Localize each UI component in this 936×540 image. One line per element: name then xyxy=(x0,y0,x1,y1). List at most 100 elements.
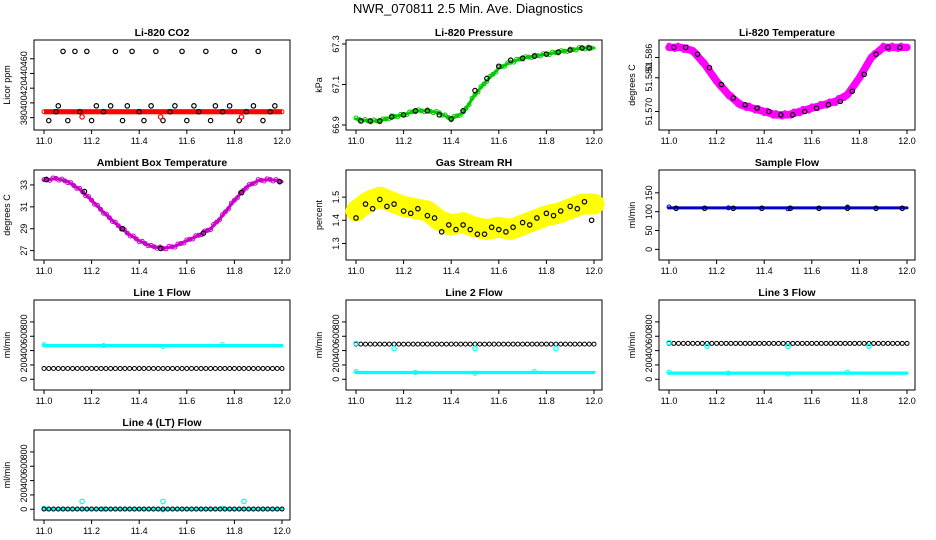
chart-line4-point-black xyxy=(98,506,104,512)
chart-line2-point-black xyxy=(558,341,564,347)
chart-line1-ytick-label: 800 xyxy=(19,314,29,329)
chart-line2-frame xyxy=(345,299,603,391)
chart-line2-point-black xyxy=(477,341,483,347)
chart-co2-point-black xyxy=(167,108,173,115)
chart-line1-point-black xyxy=(103,366,109,372)
chart-line4-point-black xyxy=(189,506,195,512)
chart-li-temp-ytick-label: 51.570 xyxy=(644,98,654,126)
chart-co2-point-red xyxy=(98,109,104,115)
chart-rh-point-yellow xyxy=(585,195,591,201)
chart-box-temp-point-magenta xyxy=(130,233,136,239)
chart-line2-point-black xyxy=(405,341,411,347)
chart-line1-point-black xyxy=(246,366,252,372)
chart-pressure-point-green xyxy=(585,44,591,50)
chart-li-temp-ylabel: degrees C xyxy=(627,64,637,106)
chart-co2-point-red xyxy=(255,109,261,115)
chart-rh-point-yellow xyxy=(413,212,418,218)
chart-pressure-point-black xyxy=(567,47,574,53)
chart-sample-flow-point-black xyxy=(759,205,765,212)
chart-rh-point-yellow xyxy=(537,221,543,227)
chart-line3-point-black xyxy=(737,340,743,346)
chart-pressure-point-green xyxy=(573,47,579,53)
chart-co2-point-red xyxy=(110,109,116,115)
chart-line4-point-black xyxy=(117,506,123,512)
chart-li-temp-point-black xyxy=(825,101,832,108)
chart-line2-point-black xyxy=(462,341,468,347)
chart-co2-point-black xyxy=(129,48,135,55)
chart-line2-point-black xyxy=(401,341,407,347)
chart-rh-point-black xyxy=(415,205,421,212)
chart-rh-point-yellow xyxy=(549,205,555,211)
chart-li-temp-xtick-label: 11.4 xyxy=(756,136,773,146)
chart-line2-point-black xyxy=(553,341,559,347)
chart-line3-point-black xyxy=(671,340,677,346)
chart-box-temp-point-magenta xyxy=(175,241,181,247)
chart-box-temp-point-magenta xyxy=(86,194,92,200)
chart-co2-point-red xyxy=(70,109,76,115)
chart-line4-point-black xyxy=(46,506,52,512)
chart-line4-ytick-label: 600 xyxy=(19,459,29,474)
chart-box-temp-point-magenta xyxy=(74,185,80,191)
chart-line3-point-cyan-dips xyxy=(866,343,872,350)
chart-line4-point-cyan xyxy=(220,505,225,511)
chart-line1-point-black xyxy=(65,366,71,372)
chart-rh-point-black xyxy=(474,231,481,237)
chart-line2-xtick-label: 11.6 xyxy=(490,396,507,406)
chart-line1-point-black xyxy=(179,366,185,372)
chart-line3-point-black xyxy=(856,340,862,346)
chart-co2-xtick-label: 11.6 xyxy=(178,136,195,146)
chart-line4-point-black xyxy=(141,506,147,512)
chart-co2-point-red xyxy=(148,109,154,115)
chart-box-temp-xtick-label: 11.6 xyxy=(178,266,195,276)
chart-line1-point-black xyxy=(98,366,104,372)
chart-box-temp-point-black xyxy=(81,188,88,195)
chart-line4-point-black xyxy=(193,506,199,512)
chart-line2-point-black xyxy=(448,341,454,347)
chart-box-temp-point-magenta xyxy=(136,239,142,245)
chart-pressure-point-green xyxy=(546,52,552,58)
chart-rh-point-yellow xyxy=(490,225,496,231)
chart-line4-point-black xyxy=(217,506,223,512)
chart-co2-point-red xyxy=(112,109,118,115)
chart-sample-flow-xtick-label: 11.8 xyxy=(851,266,868,276)
chart-box-temp-ytick-label: 31 xyxy=(19,202,29,212)
chart-pressure-point-green xyxy=(407,109,413,115)
chart-sample-flow-point-black xyxy=(844,205,851,212)
chart-co2-point-red xyxy=(177,109,183,115)
chart-line3-point-cyan-dips xyxy=(704,343,710,350)
chart-line1-point-black xyxy=(122,366,128,372)
chart-rh-point-black xyxy=(557,208,564,214)
chart-line4-point-black xyxy=(51,506,57,512)
chart-line3-point-black xyxy=(733,340,739,346)
chart-co2-point-black xyxy=(100,108,107,115)
chart-line3-point-black xyxy=(837,340,843,346)
chart-rh-point-black xyxy=(353,215,359,221)
chart-line3-point-black xyxy=(828,340,834,346)
chart-box-temp-ytick-label: 33 xyxy=(19,180,29,190)
chart-line3-point-black xyxy=(742,340,748,346)
chart-rh-point-yellow xyxy=(421,214,427,220)
chart-rh-point-black xyxy=(488,224,495,231)
chart-line2-point-black xyxy=(358,341,364,347)
chart-line2-point-black xyxy=(382,341,388,347)
chart-li-temp-point-magenta xyxy=(761,111,767,117)
chart-line4-point-cyan xyxy=(101,506,106,512)
chart-box-temp-point-magenta xyxy=(50,175,56,181)
chart-sample-flow-point-black xyxy=(816,205,822,212)
chart-box-temp-point-magenta xyxy=(95,202,101,208)
chart-sample-flow-xtick-label: 12.0 xyxy=(898,266,916,276)
chart-li-temp-title: Li-820 Temperature xyxy=(739,27,835,39)
chart-co2-point-red xyxy=(79,109,85,115)
chart-line1-point-black xyxy=(41,366,47,372)
chart-pressure-ylabel: kPa xyxy=(314,77,324,93)
chart-line3-point-black xyxy=(899,340,905,346)
chart-rh-xtick-label: 11.2 xyxy=(395,266,412,276)
chart-pressure-point-black xyxy=(436,112,443,118)
chart-co2-point-red xyxy=(51,109,57,115)
chart-co2-point-red xyxy=(93,109,99,115)
chart-line3-point-black xyxy=(785,340,791,346)
chart-box-temp-point-magenta xyxy=(71,182,77,188)
chart-pressure-point-green xyxy=(499,64,505,70)
chart-line1-ytick-label: 400 xyxy=(19,343,29,358)
chart-li-temp-point-black xyxy=(778,112,784,118)
